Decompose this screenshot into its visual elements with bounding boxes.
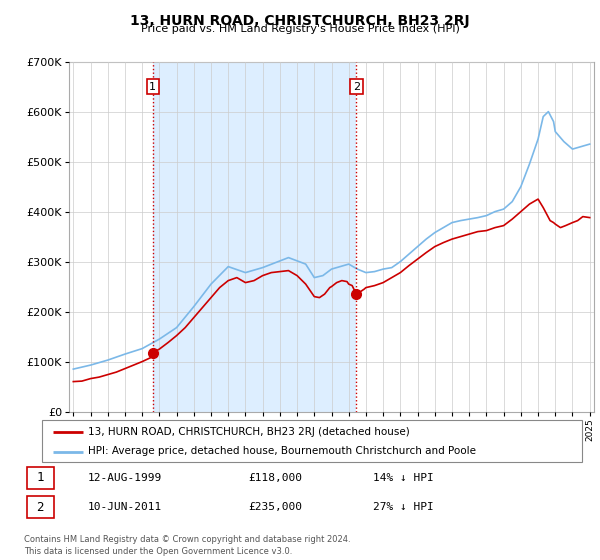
Text: 1: 1 — [149, 82, 157, 92]
Text: 2: 2 — [37, 501, 44, 514]
Text: £118,000: £118,000 — [248, 473, 302, 483]
Bar — [153, 62, 356, 412]
Bar — [27, 496, 53, 519]
Text: 14% ↓ HPI: 14% ↓ HPI — [373, 473, 434, 483]
Text: £235,000: £235,000 — [248, 502, 302, 512]
Text: 10-JUN-2011: 10-JUN-2011 — [88, 502, 161, 512]
Text: 1: 1 — [37, 471, 44, 484]
Text: 12-AUG-1999: 12-AUG-1999 — [88, 473, 161, 483]
Text: 13, HURN ROAD, CHRISTCHURCH, BH23 2RJ (detached house): 13, HURN ROAD, CHRISTCHURCH, BH23 2RJ (d… — [88, 427, 410, 437]
Bar — [27, 466, 53, 489]
Text: 27% ↓ HPI: 27% ↓ HPI — [373, 502, 434, 512]
Text: Price paid vs. HM Land Registry's House Price Index (HPI): Price paid vs. HM Land Registry's House … — [140, 24, 460, 34]
Text: 13, HURN ROAD, CHRISTCHURCH, BH23 2RJ: 13, HURN ROAD, CHRISTCHURCH, BH23 2RJ — [130, 14, 470, 28]
Text: HPI: Average price, detached house, Bournemouth Christchurch and Poole: HPI: Average price, detached house, Bour… — [88, 446, 476, 456]
Text: 2: 2 — [353, 82, 360, 92]
Text: Contains HM Land Registry data © Crown copyright and database right 2024.
This d: Contains HM Land Registry data © Crown c… — [24, 535, 350, 556]
